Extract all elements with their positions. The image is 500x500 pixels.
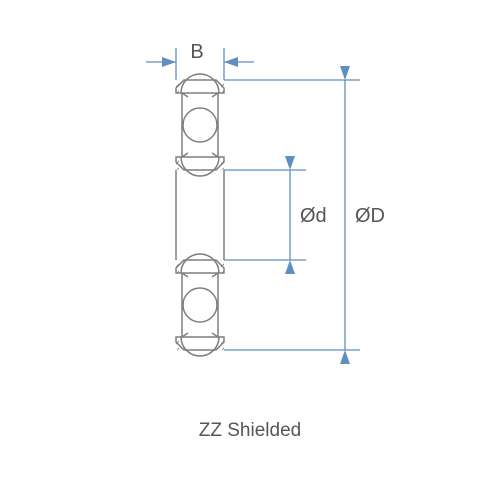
arrowhead-icon bbox=[285, 260, 295, 274]
arrowhead-icon bbox=[340, 350, 350, 364]
arrowhead-icon bbox=[162, 57, 176, 67]
dim-label-D: ØD bbox=[355, 205, 385, 227]
inner-race bbox=[176, 157, 224, 170]
diagram-caption: ZZ Shielded bbox=[0, 420, 500, 442]
dim-label-d: Ød bbox=[300, 205, 327, 227]
ball bbox=[183, 108, 217, 142]
ball bbox=[183, 288, 217, 322]
arrowhead-icon bbox=[285, 156, 295, 170]
arrowhead-icon bbox=[340, 66, 350, 80]
outer-race bbox=[176, 337, 224, 350]
inner-race bbox=[176, 260, 224, 273]
diagram-canvas: B Ød ØD ZZ Shielded bbox=[0, 0, 500, 500]
outer-race bbox=[176, 80, 224, 93]
arrowhead-icon bbox=[224, 57, 238, 67]
dim-label-B: B bbox=[190, 41, 203, 63]
